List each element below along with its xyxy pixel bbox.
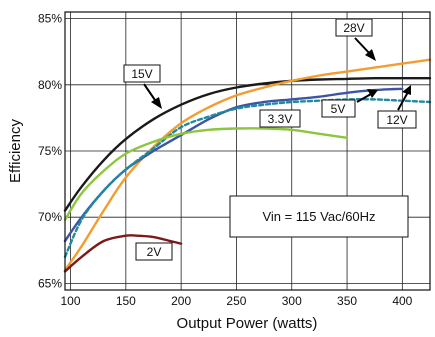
svg-text:12V: 12V [386, 113, 407, 127]
y-tick-label: 65% [38, 276, 62, 290]
annotation-text: Vin = 115 Vac/60Hz [262, 209, 375, 224]
label-3-3v: 3.3V [259, 109, 301, 128]
svg-text:28V: 28V [343, 21, 364, 35]
label-12v: 12V [377, 85, 417, 129]
x-tick-label: 200 [171, 294, 191, 308]
series-layer [63, 58, 432, 273]
series-line-3-3v [63, 127, 349, 221]
x-tick-label: 300 [282, 294, 302, 308]
svg-text:3.3V: 3.3V [268, 112, 293, 126]
y-tick-labels: 65% 70% 75% 80% 85% [38, 12, 62, 291]
label-15v: 15V [123, 64, 162, 109]
y-tick-label: 85% [38, 12, 62, 26]
label-2v: 2V [135, 242, 173, 261]
plot-frame [64, 11, 431, 291]
series-line-15v [63, 76, 432, 212]
y-tick-label: 75% [38, 144, 62, 158]
x-tick-labels: 100 150 200 250 300 350 400 [61, 294, 413, 308]
x-tick-label: 250 [226, 294, 246, 308]
series-line-5v [63, 98, 432, 259]
series-line-28v [63, 58, 432, 272]
svg-text:15V: 15V [131, 67, 152, 81]
x-tick-label: 400 [392, 294, 412, 308]
svg-text:2V: 2V [147, 245, 162, 259]
y-tick-label: 80% [38, 78, 62, 92]
x-tick-label: 100 [61, 294, 81, 308]
x-tick-label: 350 [337, 294, 357, 308]
series-line-2v [63, 234, 183, 273]
y-tick-label: 70% [38, 210, 62, 224]
label-5v: 5V [321, 89, 378, 118]
y-axis-title: Efficiency [7, 119, 24, 183]
x-tick-label: 150 [116, 294, 136, 308]
svg-text:5V: 5V [331, 102, 346, 116]
label-28v: 28V [335, 18, 376, 61]
x-axis-title: Output Power (watts) [177, 315, 318, 332]
annotation-box: Vin = 115 Vac/60Hz [229, 195, 409, 238]
